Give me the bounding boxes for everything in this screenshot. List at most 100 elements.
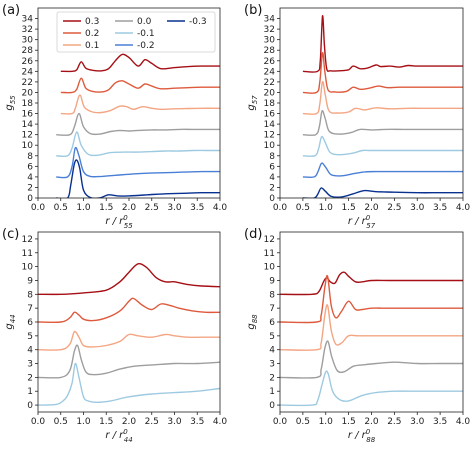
y-tick-label: 4	[27, 346, 33, 356]
x-tick-label: 3.5	[433, 203, 447, 213]
y-tick-label: 4	[269, 173, 275, 183]
series-line--0.2	[302, 162, 463, 178]
panel-b: (b)0.0 0.5 1.0 1.5 2.0 2.5 3.0 3.5 4.00246810121…	[244, 3, 470, 230]
y-tick-label: 34	[264, 15, 276, 25]
legend-label--0.3: -0.3	[189, 17, 207, 27]
y-tick-label: 18	[264, 99, 276, 109]
panel-d: (d)0.0 0.5 1.0 1.5 2.0 2.5 3.0 3.5 4.00123456789…	[244, 227, 470, 444]
y-tick-label: 9	[27, 276, 33, 286]
y-tick-label: 0	[27, 194, 33, 204]
y-tick-label: 26	[264, 57, 276, 67]
x-tick-label: 1.0	[319, 417, 334, 427]
x-tick-label: 0.5	[296, 203, 310, 213]
series-line-0.2	[280, 274, 463, 324]
x-tick-label: 2.0	[122, 417, 137, 427]
y-tick-label: 8	[269, 290, 275, 300]
x-tick-label: 4.0	[213, 203, 228, 213]
series-line--0.1	[38, 362, 220, 406]
series-line-0.3	[302, 15, 463, 73]
series-line-0.2	[60, 77, 220, 94]
y-tick-label: 2	[269, 373, 275, 383]
y-tick-label: 6	[27, 318, 33, 328]
series-line--0.1	[302, 135, 463, 157]
legend: 0.3 0.2 0.1 0.0 -0.1 -0.2 -0.3	[56, 11, 216, 53]
panel-label: (d)	[244, 227, 262, 242]
series-line-0.2	[302, 52, 463, 94]
y-tick-label: 16	[264, 110, 276, 120]
x-tick-label: 4.0	[213, 417, 228, 427]
x-tick-label: 1.5	[341, 417, 355, 427]
panel-c: (c)0.0 0.5 1.0 1.5 2.0 2.5 3.0 3.5 4.00123456789…	[2, 227, 227, 444]
y-tick-label: 26	[22, 57, 34, 67]
y-tick-label: 1	[27, 387, 33, 397]
series-line-0.3	[60, 53, 220, 73]
x-tick-label: 0.5	[296, 417, 310, 427]
x-tick-label: 3.0	[410, 203, 425, 213]
x-tick-label: 1.0	[76, 203, 91, 213]
legend-label-0.2: 0.2	[85, 29, 99, 39]
y-tick-label: 7	[27, 304, 33, 314]
x-tick-label: 2.0	[122, 203, 137, 213]
x-tick-label: 1.5	[99, 203, 113, 213]
x-tick-label: 2.5	[145, 417, 159, 427]
y-tick-label: 28	[264, 46, 276, 56]
y-tick-label: 1	[269, 387, 275, 397]
x-tick-label: 1.0	[319, 203, 334, 213]
y-tick-label: 3	[27, 360, 33, 370]
x-tick-label: 1.0	[76, 417, 91, 427]
x-tick-label: 3.5	[190, 203, 204, 213]
x-tick-label: 2.0	[364, 417, 379, 427]
series-line-0.3	[38, 262, 220, 296]
panel-label: (b)	[244, 3, 262, 18]
y-tick-label: 8	[27, 152, 33, 162]
panel-label: (a)	[2, 3, 20, 18]
x-tick-label: 1.5	[99, 417, 113, 427]
y-tick-label: 30	[22, 36, 34, 46]
x-axis-label: r / r0 55	[105, 214, 133, 230]
legend-label-0.0: 0.0	[137, 17, 152, 27]
y-tick-label: 14	[22, 120, 34, 130]
y-tick-label: 24	[264, 67, 276, 77]
x-tick-label: 3.5	[433, 417, 447, 427]
y-tick-label: 12	[264, 131, 275, 141]
legend-label--0.2: -0.2	[137, 41, 155, 51]
x-tick-label: 0.0	[31, 417, 46, 427]
x-tick-label: 4.0	[456, 417, 471, 427]
legend-label-0.1: 0.1	[85, 41, 99, 51]
y-tick-label: 32	[22, 25, 33, 35]
y-tick-label: 0	[269, 194, 275, 204]
legend-label-0.3: 0.3	[85, 17, 99, 27]
series-line-0.3	[280, 271, 463, 296]
panel-label: (c)	[2, 227, 19, 242]
y-tick-label: 6	[27, 162, 33, 172]
y-tick-label: 12	[264, 235, 275, 245]
y-tick-label: 11	[264, 249, 275, 259]
y-tick-label: 22	[22, 78, 33, 88]
y-tick-label: 14	[264, 120, 276, 130]
series-line--0.1	[56, 131, 220, 158]
axes-frame	[279, 7, 464, 199]
x-axis-label: r / r0 88	[348, 428, 376, 444]
y-tick-label: 8	[27, 290, 33, 300]
y-tick-label: 5	[27, 332, 33, 342]
y-tick-label: 5	[269, 332, 275, 342]
x-tick-label: 0.5	[54, 417, 68, 427]
y-tick-label: 0	[27, 401, 33, 411]
y-tick-label: 24	[22, 67, 34, 77]
x-tick-label: 2.5	[145, 203, 159, 213]
y-tick-label: 2	[27, 183, 33, 193]
x-tick-label: 2.5	[387, 203, 401, 213]
y-axis-label: g55	[4, 95, 17, 111]
x-tick-label: 4.0	[456, 203, 471, 213]
series-line-0.1	[302, 81, 463, 115]
y-tick-label: 30	[264, 36, 276, 46]
y-tick-label: 8	[269, 152, 275, 162]
series-line-0.0	[280, 340, 463, 379]
y-tick-label: 10	[22, 141, 34, 151]
y-axis-label: g44	[4, 314, 17, 329]
y-axis-label: g57	[246, 95, 259, 111]
series-line-0.0	[302, 110, 463, 136]
series-line-0.1	[38, 330, 220, 351]
y-tick-label: 4	[269, 346, 275, 356]
